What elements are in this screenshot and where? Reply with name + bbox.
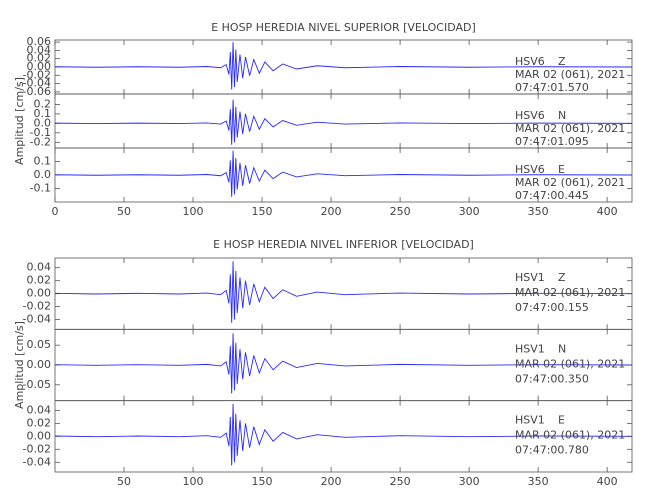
y-tick-label: -0.02 bbox=[23, 68, 51, 81]
y-tick-label: -0.06 bbox=[23, 85, 51, 98]
y-tick-label: 0.02 bbox=[27, 416, 52, 429]
x-tick-label: 100 bbox=[183, 475, 204, 488]
station: HSV1 bbox=[515, 271, 545, 284]
component: E bbox=[558, 163, 565, 176]
station: HSV1 bbox=[515, 414, 545, 427]
y-tick-label: -0.04 bbox=[23, 313, 51, 326]
y-tick-label: 0.00 bbox=[27, 287, 52, 300]
time: 07:47:00.445 bbox=[515, 189, 589, 202]
component: Z bbox=[558, 271, 566, 284]
date: MAR 02 (061), 2021 bbox=[515, 357, 625, 370]
y-tick-label: 0.05 bbox=[27, 338, 52, 351]
waveform bbox=[54, 99, 633, 145]
component: N bbox=[558, 109, 566, 122]
date: MAR 02 (061), 2021 bbox=[515, 286, 625, 299]
x-tick-label: 0 bbox=[52, 205, 59, 218]
time: 07:47:00.155 bbox=[515, 301, 589, 314]
x-tick-label: 50 bbox=[117, 475, 131, 488]
component: E bbox=[558, 414, 565, 427]
y-tick-label: -0.05 bbox=[23, 378, 51, 391]
x-tick-label: 400 bbox=[597, 205, 618, 218]
x-tick-label: 350 bbox=[528, 205, 549, 218]
waveform bbox=[54, 333, 633, 394]
y-tick-label: 0.0 bbox=[34, 168, 52, 181]
x-tick-label: 250 bbox=[390, 205, 411, 218]
waveform bbox=[54, 261, 633, 323]
x-tick-label: 300 bbox=[459, 475, 480, 488]
y-tick-label: 0.06 bbox=[27, 35, 52, 48]
y-tick-label: 0.02 bbox=[27, 274, 52, 287]
x-tick-label: 150 bbox=[252, 205, 273, 218]
y-tick-label: 0.04 bbox=[27, 261, 52, 274]
y-axis-label: Amplitud [cm/s] bbox=[13, 321, 26, 409]
y-tick-label: 0.1 bbox=[34, 107, 52, 120]
y-axis-label: Amplitud [cm/s] bbox=[13, 77, 26, 165]
y-tick-label: -0.02 bbox=[23, 300, 51, 313]
x-tick-label: 150 bbox=[252, 475, 273, 488]
component: Z bbox=[558, 55, 566, 68]
date: MAR 02 (061), 2021 bbox=[515, 176, 625, 189]
x-tick-label: 400 bbox=[597, 475, 618, 488]
chart-title: E HOSP HEREDIA NIVEL INFERIOR [VELOCIDAD… bbox=[213, 238, 474, 251]
x-tick-label: 350 bbox=[528, 475, 549, 488]
waveform bbox=[54, 42, 633, 90]
y-tick-label: 0.02 bbox=[27, 52, 52, 65]
y-tick-label: 0.04 bbox=[27, 43, 52, 56]
waveform bbox=[54, 403, 633, 466]
y-tick-label: 0.00 bbox=[27, 60, 52, 73]
time: 07:47:00.780 bbox=[515, 444, 589, 457]
y-tick-label: -0.1 bbox=[30, 182, 51, 195]
x-tick-label: 200 bbox=[321, 475, 342, 488]
y-tick-label: -0.04 bbox=[23, 77, 51, 90]
y-tick-label: -0.04 bbox=[23, 455, 51, 468]
x-tick-label: 200 bbox=[321, 205, 342, 218]
station: HSV6 bbox=[515, 109, 545, 122]
date: MAR 02 (061), 2021 bbox=[515, 429, 625, 442]
y-tick-label: -0.2 bbox=[30, 135, 51, 148]
x-tick-label: 100 bbox=[183, 205, 204, 218]
y-tick-label: 0.1 bbox=[34, 155, 52, 168]
chart-title: E HOSP HEREDIA NIVEL SUPERIOR [VELOCIDAD… bbox=[211, 21, 476, 34]
x-tick-label: 50 bbox=[117, 205, 131, 218]
time: 07:47:00.350 bbox=[515, 372, 589, 385]
component: N bbox=[558, 342, 566, 355]
y-tick-label: 0.00 bbox=[27, 358, 52, 371]
y-tick-label: -0.02 bbox=[23, 442, 51, 455]
y-tick-label: 0.04 bbox=[27, 403, 52, 416]
station: HSV6 bbox=[515, 55, 545, 68]
time: 07:47:01.570 bbox=[515, 81, 589, 94]
date: MAR 02 (061), 2021 bbox=[515, 68, 625, 81]
station: HSV6 bbox=[515, 163, 545, 176]
date: MAR 02 (061), 2021 bbox=[515, 122, 625, 135]
waveform bbox=[54, 150, 633, 197]
x-tick-label: 250 bbox=[390, 475, 411, 488]
time: 07:47:01.095 bbox=[515, 135, 589, 148]
x-tick-label: 300 bbox=[459, 205, 480, 218]
y-tick-label: 0.00 bbox=[27, 429, 52, 442]
y-tick-label: 0.0 bbox=[34, 116, 52, 129]
station: HSV1 bbox=[515, 342, 545, 355]
y-tick-label: 0.2 bbox=[34, 97, 52, 110]
y-tick-label: -0.1 bbox=[30, 126, 51, 139]
